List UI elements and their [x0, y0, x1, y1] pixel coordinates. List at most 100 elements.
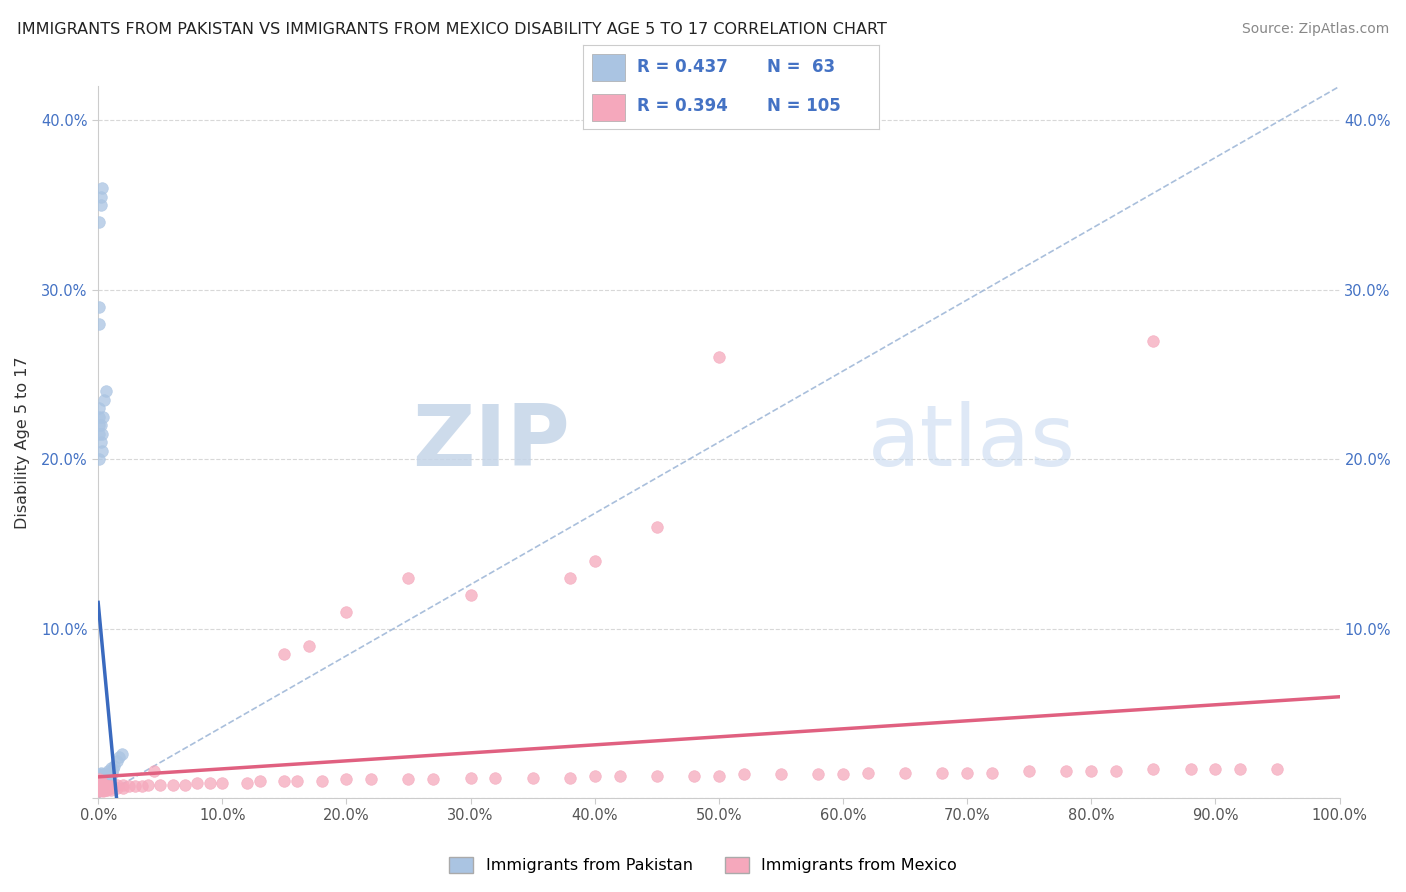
Point	[90, 774, 112, 789]
Point	[89, 782, 111, 797]
Point	[93, 780, 115, 795]
Point	[111, 780, 134, 795]
Text: R = 0.394: R = 0.394	[637, 97, 727, 115]
Point	[980, 765, 1002, 780]
Point	[96, 779, 118, 793]
Point	[91, 409, 114, 424]
Point	[90, 771, 112, 785]
Point	[609, 769, 631, 783]
Point	[96, 780, 118, 795]
Point	[93, 392, 115, 407]
Point	[90, 765, 112, 780]
Point	[90, 426, 112, 441]
Point	[90, 774, 112, 789]
Point	[93, 777, 115, 791]
Text: ZIP: ZIP	[412, 401, 569, 483]
Point	[149, 777, 172, 791]
Point	[90, 777, 112, 791]
Point	[91, 782, 114, 797]
Point	[90, 181, 112, 195]
Point	[832, 767, 855, 781]
Point	[89, 452, 111, 467]
Point	[97, 780, 120, 795]
Point	[1080, 764, 1102, 778]
Point	[94, 384, 117, 399]
Point	[89, 317, 111, 331]
Point	[311, 774, 333, 789]
Point	[89, 784, 111, 798]
Point	[98, 767, 121, 781]
Point	[124, 779, 146, 793]
Point	[94, 771, 117, 785]
Point	[285, 774, 308, 789]
Point	[956, 765, 979, 780]
Point	[89, 418, 111, 433]
Point	[89, 215, 111, 229]
Point	[273, 774, 295, 789]
Point	[105, 777, 128, 791]
Point	[89, 401, 111, 416]
Point	[111, 777, 134, 791]
Point	[91, 779, 114, 793]
Point	[645, 769, 668, 783]
Point	[1018, 764, 1040, 778]
Point	[89, 777, 111, 791]
Point	[1142, 762, 1164, 776]
Point	[807, 767, 830, 781]
Text: IMMIGRANTS FROM PAKISTAN VS IMMIGRANTS FROM MEXICO DISABILITY AGE 5 TO 17 CORREL: IMMIGRANTS FROM PAKISTAN VS IMMIGRANTS F…	[17, 22, 887, 37]
Point	[90, 769, 112, 783]
Point	[273, 647, 295, 661]
Point	[91, 777, 114, 791]
Point	[90, 779, 112, 793]
Point	[89, 772, 111, 787]
Point	[162, 777, 184, 791]
Point	[98, 779, 121, 793]
Point	[90, 443, 112, 458]
Point	[91, 780, 114, 795]
Point	[98, 780, 121, 795]
Point	[174, 777, 197, 791]
Legend: Immigrants from Pakistan, Immigrants from Mexico: Immigrants from Pakistan, Immigrants fro…	[443, 850, 963, 880]
Point	[89, 779, 111, 793]
Point	[89, 767, 111, 781]
Point	[90, 418, 112, 433]
Point	[90, 780, 112, 795]
Point	[90, 774, 112, 789]
Point	[89, 780, 111, 795]
Point	[90, 777, 112, 791]
Point	[97, 779, 120, 793]
Point	[1054, 764, 1077, 778]
Point	[90, 769, 112, 783]
Point	[90, 779, 112, 793]
Point	[89, 777, 111, 791]
Point	[894, 765, 917, 780]
FancyBboxPatch shape	[592, 54, 624, 81]
Point	[90, 777, 112, 791]
Point	[707, 769, 730, 783]
Point	[90, 772, 112, 787]
Point	[90, 779, 112, 793]
Point	[91, 774, 114, 789]
Point	[89, 777, 111, 791]
Point	[1204, 762, 1226, 776]
Point	[93, 772, 115, 787]
Point	[335, 605, 357, 619]
Point	[90, 776, 112, 790]
Point	[143, 764, 166, 778]
Point	[136, 777, 159, 791]
Point	[93, 779, 115, 793]
Point	[236, 776, 259, 790]
Point	[422, 772, 444, 787]
Point	[96, 767, 118, 781]
Point	[558, 571, 581, 585]
Point	[1267, 762, 1289, 776]
Point	[89, 426, 111, 441]
Point	[583, 554, 606, 568]
Point	[96, 782, 118, 797]
Point	[89, 774, 111, 789]
Point	[100, 780, 122, 795]
Point	[89, 772, 111, 787]
Point	[769, 767, 792, 781]
Point	[96, 772, 118, 787]
Text: N =  63: N = 63	[766, 59, 835, 77]
